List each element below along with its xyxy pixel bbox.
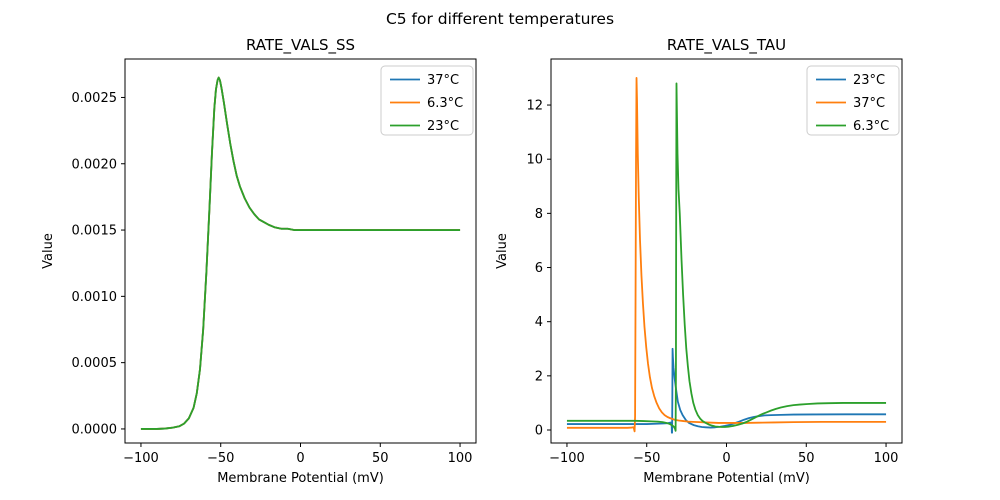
x-axis-label: Membrane Potential (mV) — [643, 471, 810, 486]
y-tick-label: 2 — [535, 369, 543, 384]
legend-label: 6.3°C — [853, 119, 889, 134]
y-tick-label: 10 — [526, 153, 543, 168]
x-tick-label: 0 — [296, 451, 304, 466]
x-axis-label: Membrane Potential (mV) — [217, 471, 384, 486]
subplot-RATE_VALS_TAU: −100 −50 0 50 100 0 2 4 6 8 10 12 RATE_VALS_TAU Membr… — [495, 36, 903, 486]
y-tick-label: 0.0015 — [72, 224, 118, 239]
y-tick-label: 0.0005 — [72, 356, 118, 371]
x-tick-label: −50 — [207, 451, 234, 466]
subplot-RATE_VALS_SS: −100 −50 0 50 100 0.0000 0.0005 0.0010 0.0015 0.0… — [41, 36, 477, 486]
x-tick-label: −100 — [549, 451, 585, 466]
series-line-23C — [140, 76, 461, 430]
y-tick-label: 6 — [535, 261, 543, 276]
series-line-37C — [566, 77, 887, 433]
legend: 23°C 37°C 6.3°C — [806, 65, 900, 136]
legend-label: 6.3°C — [427, 96, 463, 111]
y-tick-label: 12 — [526, 99, 543, 114]
subplot-title: RATE_VALS_SS — [246, 36, 355, 55]
y-tick-label: 4 — [535, 315, 543, 330]
y-tick-label: 0.0025 — [72, 91, 118, 106]
x-tick-label: −50 — [633, 451, 660, 466]
subplot-title: RATE_VALS_TAU — [667, 36, 786, 55]
figure-title: C5 for different temperatures — [385, 10, 615, 28]
legend-label: 37°C — [853, 96, 885, 111]
legend-box — [380, 65, 474, 136]
y-axis-label: Value — [41, 233, 56, 269]
legend-label: 37°C — [427, 73, 459, 88]
y-tick-label: 0.0010 — [72, 290, 118, 305]
x-tick-label: 100 — [448, 451, 473, 466]
x-tick-label: −100 — [123, 451, 159, 466]
legend-label: 23°C — [853, 73, 885, 88]
y-tick-label: 0.0000 — [72, 422, 118, 437]
legend-label: 23°C — [427, 119, 459, 134]
x-tick-label: 50 — [798, 451, 815, 466]
series-line-6.3C — [566, 82, 887, 432]
y-axis-label: Value — [495, 233, 510, 269]
x-tick-label: 50 — [372, 451, 389, 466]
x-tick-label: 0 — [722, 451, 730, 466]
legend-box — [806, 65, 900, 136]
x-tick-label: 100 — [874, 451, 899, 466]
legend: 37°C 6.3°C 23°C — [380, 65, 474, 136]
y-tick-label: 0 — [535, 424, 543, 439]
y-tick-label: 8 — [535, 207, 543, 222]
y-tick-label: 0.0020 — [72, 157, 118, 172]
